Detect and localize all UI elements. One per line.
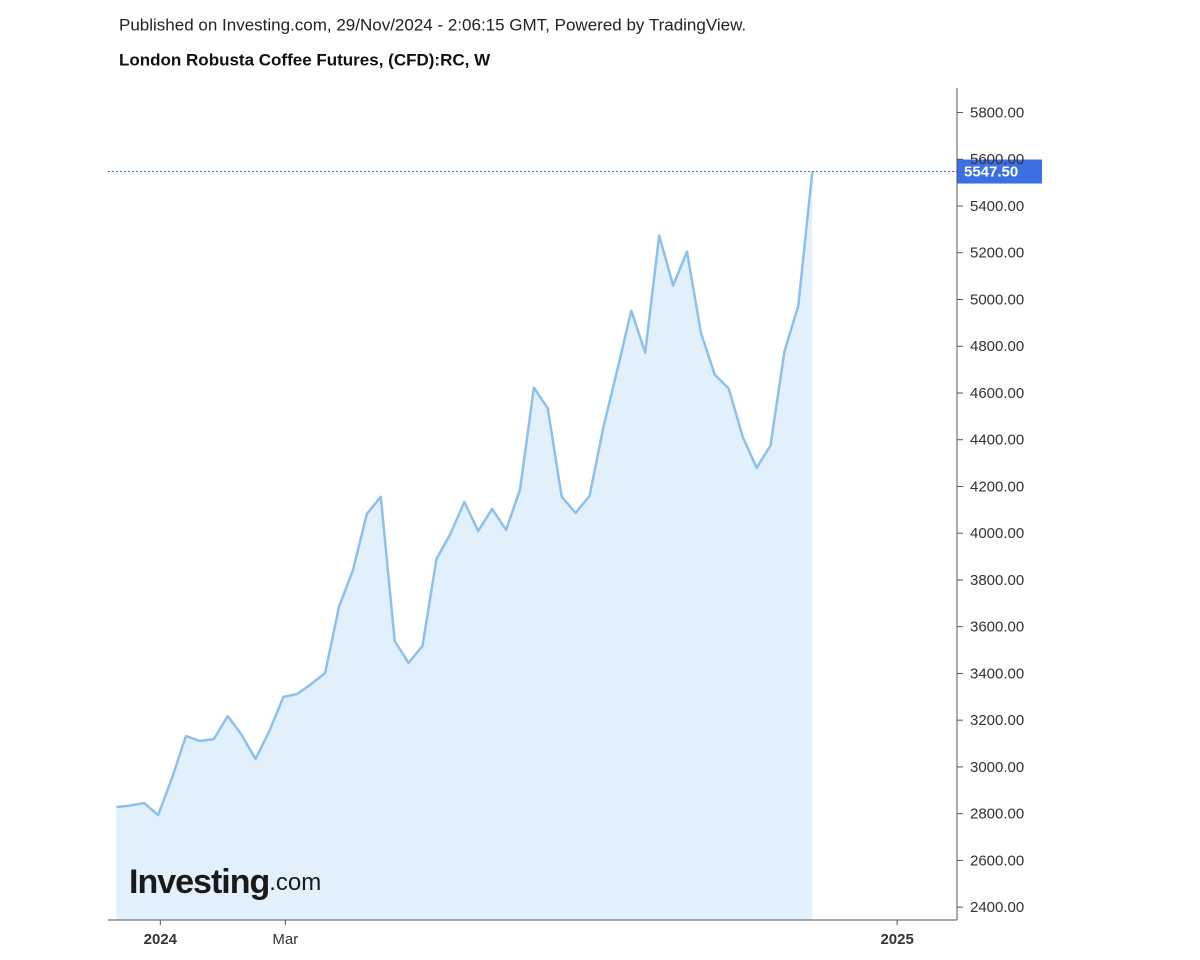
y-tick-label: 2600.00: [970, 852, 1024, 869]
line: [116, 171, 814, 817]
y-tick-label: 2400.00: [970, 899, 1024, 916]
chart-title: London Robusta Coffee Futures, (CFD):RC,…: [119, 50, 491, 69]
y-tick-label: 5600.00: [970, 151, 1024, 168]
y-tick-label: 4000.00: [970, 525, 1024, 542]
y-tick-label: 5800.00: [970, 105, 1024, 122]
watermark: Investing.com: [129, 863, 321, 901]
y-tick-label: 5200.00: [970, 245, 1024, 262]
area-fill: [116, 171, 813, 921]
y-tick-label: 3400.00: [970, 665, 1024, 682]
x-tick-label: 2025: [880, 931, 913, 948]
header: Published on Investing.com, 29/Nov/2024 …: [119, 15, 746, 34]
last-price-box: [957, 159, 1042, 184]
y-tick-label: 4200.00: [970, 478, 1024, 495]
y-tick-label: 4600.00: [970, 385, 1024, 402]
y-tick-label: 5400.00: [970, 198, 1024, 215]
watermark-suffix: .com: [269, 869, 321, 896]
watermark-main: Investing: [129, 863, 269, 901]
y-tick-label: 3000.00: [970, 759, 1024, 776]
y-tick-label: 5000.00: [970, 291, 1024, 308]
x-tick-label: Mar: [272, 931, 298, 948]
y-tick-label: 4800.00: [970, 338, 1024, 355]
y-tick-label: 3200.00: [970, 712, 1024, 729]
y-tick-label: 2800.00: [970, 806, 1024, 823]
y-tick-label: 3600.00: [970, 619, 1024, 636]
y-tick-label: 3800.00: [970, 572, 1024, 589]
x-tick-label: 2024: [144, 931, 178, 948]
y-tick-label: 4400.00: [970, 432, 1024, 449]
last-price-label: 5547.50: [964, 164, 1018, 181]
